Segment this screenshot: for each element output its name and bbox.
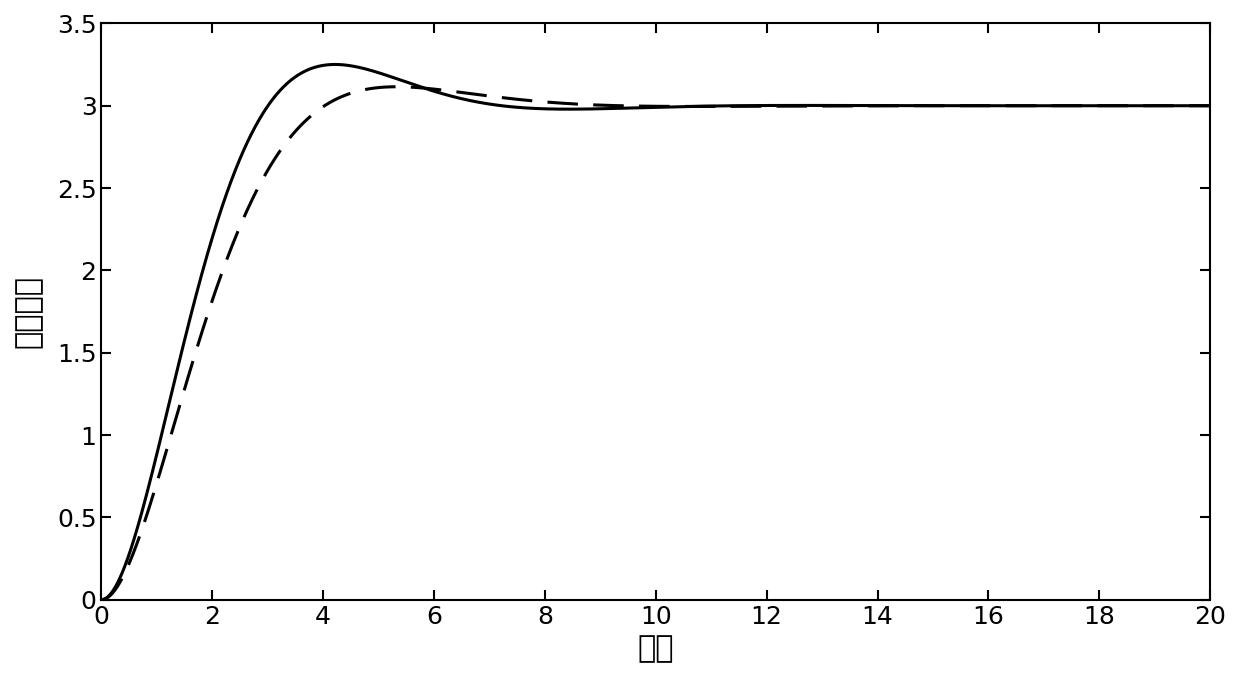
Y-axis label: 台车位置: 台车位置 [14, 275, 43, 348]
X-axis label: 时间: 时间 [637, 634, 675, 663]
